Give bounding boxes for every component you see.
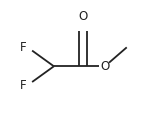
Text: F: F bbox=[20, 41, 26, 54]
Text: O: O bbox=[100, 60, 110, 73]
Text: F: F bbox=[20, 79, 26, 92]
Text: O: O bbox=[78, 10, 88, 23]
